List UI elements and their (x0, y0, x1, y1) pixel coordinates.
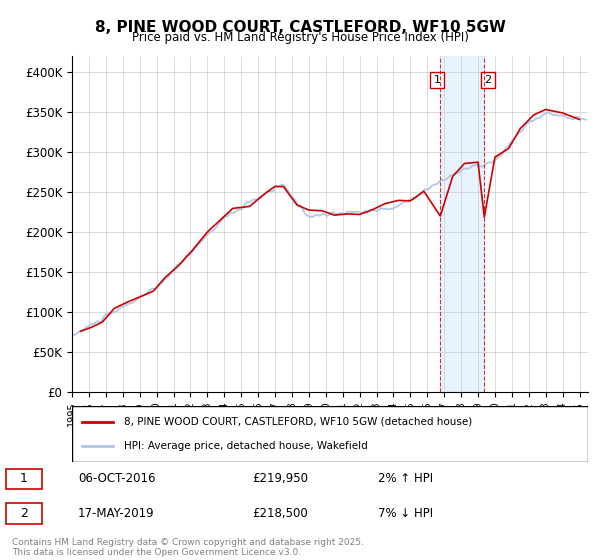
Text: 2: 2 (20, 507, 28, 520)
FancyBboxPatch shape (6, 469, 42, 489)
Text: HPI: Average price, detached house, Wakefield: HPI: Average price, detached house, Wake… (124, 441, 367, 451)
Text: 8, PINE WOOD COURT, CASTLEFORD, WF10 5GW: 8, PINE WOOD COURT, CASTLEFORD, WF10 5GW (95, 20, 505, 35)
Text: 2: 2 (484, 75, 491, 85)
FancyBboxPatch shape (6, 503, 42, 524)
Text: £219,950: £219,950 (252, 473, 308, 486)
Text: 7% ↓ HPI: 7% ↓ HPI (378, 507, 433, 520)
Bar (440, 56, 484, 392)
Text: 1: 1 (20, 473, 28, 486)
Text: 1: 1 (433, 75, 440, 85)
Text: 2% ↑ HPI: 2% ↑ HPI (378, 473, 433, 486)
Text: £218,500: £218,500 (252, 507, 308, 520)
Text: Contains HM Land Registry data © Crown copyright and database right 2025.
This d: Contains HM Land Registry data © Crown c… (12, 538, 364, 557)
Text: 17-MAY-2019: 17-MAY-2019 (78, 507, 155, 520)
Text: Price paid vs. HM Land Registry's House Price Index (HPI): Price paid vs. HM Land Registry's House … (131, 31, 469, 44)
FancyBboxPatch shape (72, 406, 588, 462)
Text: 8, PINE WOOD COURT, CASTLEFORD, WF10 5GW (detached house): 8, PINE WOOD COURT, CASTLEFORD, WF10 5GW… (124, 417, 472, 427)
Text: 06-OCT-2016: 06-OCT-2016 (78, 473, 155, 486)
